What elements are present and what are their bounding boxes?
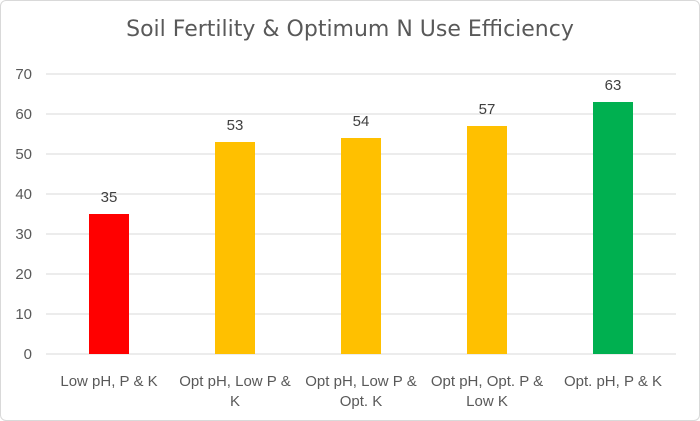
data-label: 63 bbox=[605, 77, 622, 94]
y-tick-label: 20 bbox=[15, 266, 32, 283]
y-tick-label: 70 bbox=[15, 66, 32, 83]
chart-title: Soil Fertility & Optimum N Use Efficienc… bbox=[126, 17, 574, 42]
x-category-label: Low pH, P & K bbox=[60, 373, 157, 390]
y-tick-label: 40 bbox=[15, 186, 32, 203]
data-label: 35 bbox=[101, 189, 118, 206]
bar bbox=[341, 138, 381, 354]
x-category-label: Opt pH, Opt. P & bbox=[431, 373, 543, 390]
data-label: 54 bbox=[353, 113, 370, 130]
y-tick-label: 0 bbox=[24, 346, 32, 363]
bar bbox=[593, 102, 633, 354]
bar bbox=[467, 126, 507, 354]
x-category-label: Opt pH, Low P & bbox=[179, 373, 290, 390]
y-tick-label: 10 bbox=[15, 306, 32, 323]
x-category-label: K bbox=[230, 393, 240, 410]
x-category-label: Opt. pH, P & K bbox=[564, 373, 662, 390]
bar bbox=[89, 214, 129, 354]
data-label: 57 bbox=[479, 101, 496, 118]
y-tick-label: 50 bbox=[15, 146, 32, 163]
y-tick-label: 30 bbox=[15, 226, 32, 243]
x-category-label: Low K bbox=[466, 393, 508, 410]
x-category-label: Opt. K bbox=[340, 393, 383, 410]
x-category-label: Opt pH, Low P & bbox=[305, 373, 416, 390]
bar bbox=[215, 142, 255, 354]
data-label: 53 bbox=[227, 117, 244, 134]
y-tick-label: 60 bbox=[15, 106, 32, 123]
